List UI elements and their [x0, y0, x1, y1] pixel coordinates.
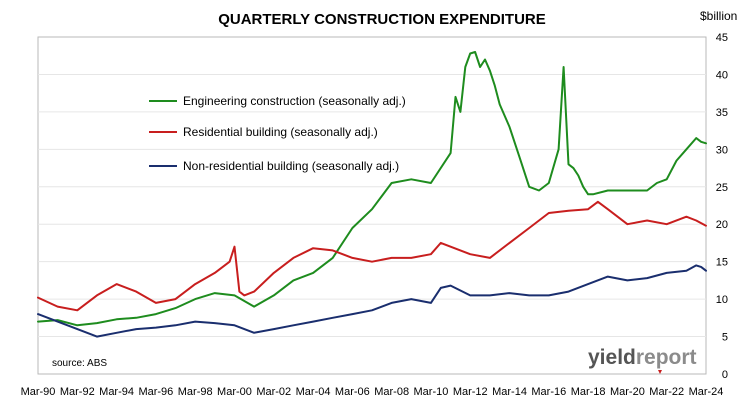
y-tick-label-15: 15: [716, 257, 728, 269]
chart-title: QUARTERLY CONSTRUCTION EXPENDITURE: [218, 11, 546, 28]
x-tick-label-Mar-08: Mar-08: [374, 386, 409, 398]
x-tick-label-Mar-02: Mar-02: [256, 386, 291, 398]
y-tick-label-40: 40: [716, 69, 728, 81]
x-tick-label-Mar-06: Mar-06: [335, 386, 370, 398]
y-tick-label-20: 20: [716, 219, 728, 231]
y-axis-ticks: 0 5 10 15 20 25 30 35 40 45: [716, 32, 728, 381]
logo-text: yieldreport: [588, 346, 697, 369]
logo-text-report: report: [636, 346, 697, 369]
legend-label-non-residential: Non-residential building (seasonally adj…: [183, 159, 399, 173]
gridlines: [38, 73, 706, 338]
y-tick-label-5: 5: [722, 332, 728, 344]
x-axis-ticks: Mar-90 Mar-92 Mar-94 Mar-96 Mar-98 Mar-00 Mar-…: [21, 386, 724, 398]
x-tick-label-Mar-96: Mar-96: [138, 386, 173, 398]
x-tick-label-Mar-92: Mar-92: [60, 386, 95, 398]
x-tick-label-Mar-20: Mar-20: [610, 386, 645, 398]
series-line-engineering: [37, 51, 707, 327]
logo-text-yield: yield: [588, 346, 636, 369]
x-tick-label-Mar-04: Mar-04: [296, 386, 331, 398]
yieldreport-logo: yieldreport: [588, 346, 697, 374]
legend-label-engineering: Engineering construction (seasonally adj…: [183, 94, 406, 108]
y-tick-label-25: 25: [716, 182, 728, 194]
series-line-non-residential: [37, 264, 707, 338]
source-note: source: ABS: [52, 358, 107, 369]
plot-area-frame: [37, 36, 707, 375]
x-tick-label-Mar-12: Mar-12: [453, 386, 488, 398]
x-tick-label-Mar-24: Mar-24: [689, 386, 724, 398]
legend: Engineering construction (seasonally adj…: [149, 94, 406, 173]
legend-label-residential: Residential building (seasonally adj.): [183, 125, 378, 139]
unit-label: $billion: [700, 9, 737, 23]
x-tick-label-Mar-14: Mar-14: [492, 386, 527, 398]
x-tick-label-Mar-22: Mar-22: [649, 386, 684, 398]
y-tick-label-35: 35: [716, 107, 728, 119]
x-tick-label-Mar-94: Mar-94: [99, 386, 134, 398]
x-tick-label-Mar-16: Mar-16: [531, 386, 566, 398]
x-tick-label-Mar-90: Mar-90: [21, 386, 56, 398]
series-lines: [37, 51, 707, 338]
x-tick-label-Mar-98: Mar-98: [178, 386, 213, 398]
y-tick-label-10: 10: [716, 294, 728, 306]
y-tick-label-0: 0: [722, 369, 728, 381]
y-tick-label-45: 45: [716, 32, 728, 44]
x-tick-label-Mar-18: Mar-18: [571, 386, 606, 398]
y-tick-label-30: 30: [716, 144, 728, 156]
x-tick-label-Mar-10: Mar-10: [414, 386, 449, 398]
logo-accent-mark: [658, 370, 662, 374]
series-line-residential: [37, 200, 707, 312]
x-tick-label-Mar-00: Mar-00: [217, 386, 252, 398]
